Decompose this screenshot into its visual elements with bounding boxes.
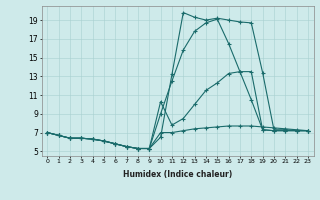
X-axis label: Humidex (Indice chaleur): Humidex (Indice chaleur): [123, 170, 232, 179]
